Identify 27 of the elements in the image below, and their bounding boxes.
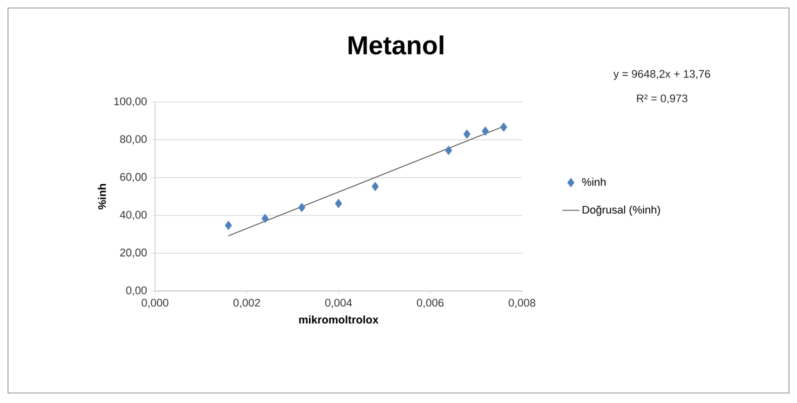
x-axis-title: mikromoltrolox <box>299 315 378 324</box>
y-tick-label: 80,00 <box>120 135 147 144</box>
y-tick-label: 40,00 <box>120 210 147 220</box>
x-tick-label: 0,008 <box>508 298 536 308</box>
point <box>372 182 379 192</box>
x-tick-label: 0,002 <box>233 298 260 308</box>
text: R² = 0,973 <box>637 94 688 104</box>
point <box>500 122 508 132</box>
point <box>224 220 232 230</box>
x-tick-label: 0,006 <box>416 298 444 308</box>
legend-label: %inh <box>582 178 606 186</box>
chart-title: Metanol <box>348 35 444 55</box>
point <box>463 129 471 139</box>
y-axis-title: %inh <box>98 184 106 210</box>
point <box>334 198 342 208</box>
y-tick-label: 60,00 <box>120 173 147 182</box>
point <box>298 202 306 212</box>
x-tick-label: 0,004 <box>325 298 352 308</box>
point <box>262 214 269 224</box>
point <box>482 126 489 136</box>
y-tick-label: 20,00 <box>120 248 147 258</box>
x-tick-label: 0,000 <box>142 298 168 308</box>
y-tick-label: 100,00 <box>114 97 147 107</box>
text: y = 9648,2x + 13,76 <box>613 70 710 80</box>
y-tick-label: 0,00 <box>126 286 147 296</box>
legend-label: Doğrusal (%inh) <box>582 205 660 216</box>
point <box>445 146 452 156</box>
